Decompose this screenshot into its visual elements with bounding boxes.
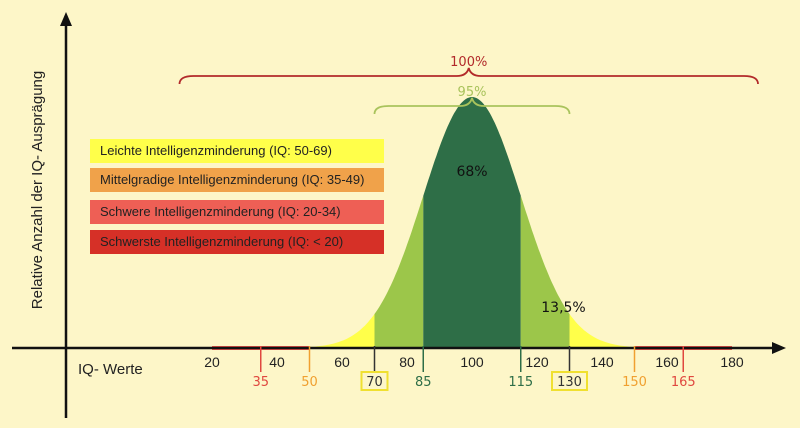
band-115-130 [520, 195, 570, 348]
y-axis-arrow [60, 12, 72, 26]
legend-item-schwerst: Schwerste Intelligenzminderung (IQ: < 20… [90, 230, 384, 254]
band-percent-labels: 68% 13,5% [456, 164, 585, 316]
band-0-70 [277, 314, 375, 348]
x-tick-label: 20 [204, 354, 220, 370]
boundary-label: 150 [622, 375, 647, 390]
x-tick-label: 80 [399, 354, 415, 370]
legend-item-schwer: Schwere Intelligenzminderung (IQ: 20-34) [90, 200, 384, 224]
legend-item-mittelgradig: Mittelgradige Intelligenzminderung (IQ: … [90, 168, 384, 192]
boundary-box [551, 371, 588, 391]
legend-item-leicht: Leichte Intelligenzminderung (IQ: 50-69) [90, 139, 384, 163]
band-70-85 [374, 195, 424, 348]
x-axis-arrow [772, 342, 786, 354]
band-percent-label: 13,5% [541, 300, 585, 316]
band-85-115 [423, 97, 521, 348]
legend-label: Leichte Intelligenzminderung (IQ: 50-69) [100, 143, 332, 158]
band-130-190 [569, 314, 667, 348]
marked-values: 35 50 70 85 115 130 150 165 [252, 346, 696, 391]
boundary-label: 115 [508, 375, 533, 390]
brace-label: 100% [450, 55, 487, 70]
percentage-braces: 100% 95% [178, 55, 759, 115]
distribution-bands [277, 97, 667, 348]
x-tick-label: 60 [334, 354, 350, 370]
brace [178, 67, 759, 85]
x-tick-label: 100 [460, 354, 484, 370]
boundary-box [360, 371, 389, 391]
boundary-label: 130 [557, 375, 582, 390]
brace-label: 95% [458, 85, 487, 100]
boundary-label: 35 [252, 375, 269, 390]
x-tick-labels: 20 40 60 80 100 120 140 160 180 [204, 354, 744, 370]
boundary-label: 70 [366, 375, 383, 390]
legend-label: Mittelgradige Intelligenzminderung (IQ: … [100, 172, 365, 187]
x-tick-label: 120 [525, 354, 549, 370]
x-tick-label: 40 [269, 354, 285, 370]
x-tick-label: 140 [590, 354, 614, 370]
boundary-label: 165 [671, 375, 696, 390]
x-tick-label: 160 [655, 354, 679, 370]
y-axis-label: Relative Anzahl der IQ- Ausprägung [29, 71, 46, 309]
brace [373, 97, 571, 115]
legend-label: Schwerste Intelligenzminderung (IQ: < 20… [100, 234, 344, 249]
boundary-label: 50 [301, 375, 318, 390]
x-tick-label: 180 [720, 354, 744, 370]
x-axis-label: IQ- Werte [78, 361, 143, 378]
legend-label: Schwere Intelligenzminderung (IQ: 20-34) [100, 204, 341, 219]
boundary-label: 85 [415, 375, 432, 390]
band-percent-label: 68% [456, 164, 487, 180]
